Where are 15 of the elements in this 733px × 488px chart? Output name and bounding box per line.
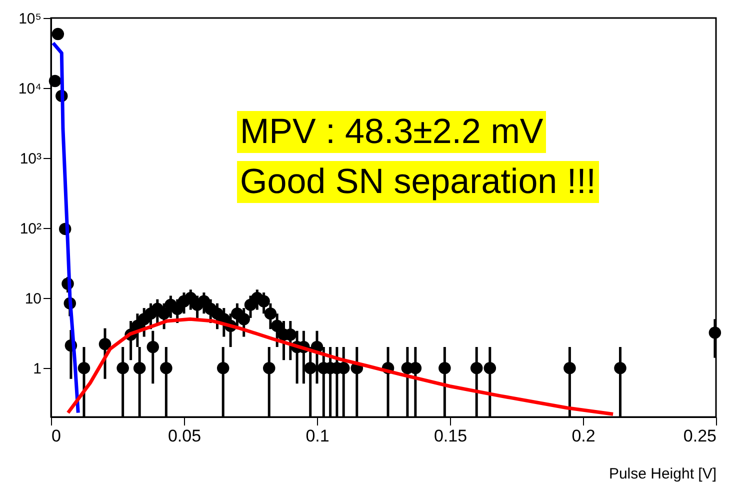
annotation: MPV : 48.3±2.2 mV (237, 111, 546, 153)
y-tick-label: 1 (33, 360, 42, 378)
x-tick-label: 0.25 (683, 426, 716, 446)
x-tick-label: 0.15 (434, 426, 468, 446)
y-tick-label: 10⁵ (18, 10, 42, 28)
x-axis-title: Pulse Height [V] (608, 466, 716, 482)
y-tick-label: 10² (20, 220, 42, 238)
x-tick-label: 0.05 (168, 426, 202, 446)
x-tick-label: 0.1 (306, 426, 330, 446)
x-tick-label: 0 (52, 426, 61, 446)
y-tick-label: 10⁴ (18, 80, 42, 98)
annotation: Good SN separation !!! (237, 161, 600, 203)
y-tick-label: 10 (24, 290, 42, 308)
y-tick-label: 10³ (20, 150, 42, 168)
x-tick-label: 0.2 (572, 426, 596, 446)
